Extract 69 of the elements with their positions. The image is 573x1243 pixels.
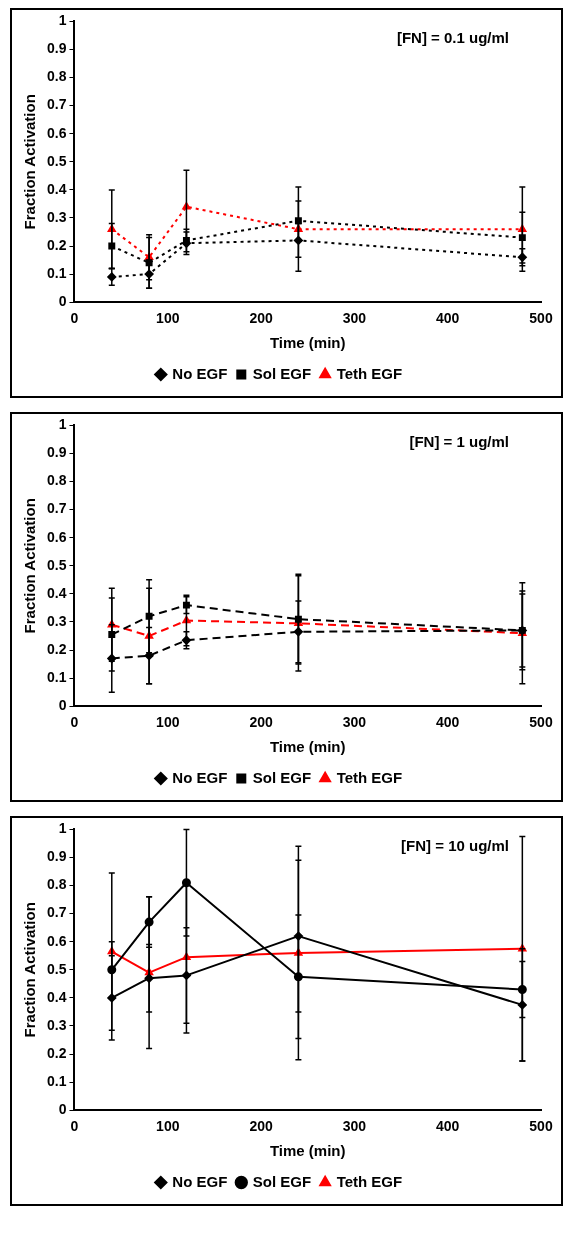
y-axis-title: Fraction Activation xyxy=(21,94,39,230)
x-tick-label: 400 xyxy=(436,1118,460,1135)
y-tick-label: 0 xyxy=(58,1101,67,1118)
y-tick-label: 0.9 xyxy=(46,444,67,461)
y-tick-label: 1 xyxy=(58,12,67,29)
x-tick-label: 200 xyxy=(249,1118,273,1135)
y-tick-label: 0.4 xyxy=(46,584,67,601)
y-tick-label: 0.2 xyxy=(46,1044,67,1061)
y-tick-label: 0.8 xyxy=(46,876,67,893)
legend-label: No EGF xyxy=(172,768,228,786)
y-tick-label: 0.1 xyxy=(46,668,67,685)
y-tick-label: 1 xyxy=(58,820,67,837)
y-tick-label: 0.8 xyxy=(46,68,67,85)
y-tick-label: 0.8 xyxy=(46,472,67,489)
y-tick-label: 0.7 xyxy=(46,904,67,921)
x-tick-label: 0 xyxy=(70,714,79,731)
x-tick-label: 400 xyxy=(436,714,460,731)
y-axis-title: Fraction Activation xyxy=(21,902,39,1038)
y-tick-label: 0.7 xyxy=(46,96,67,113)
annotation: [FN] = 0.1 ug/ml xyxy=(396,29,509,47)
y-tick-label: 0.9 xyxy=(46,40,67,57)
y-tick-label: 0.5 xyxy=(46,152,67,169)
x-tick-label: 200 xyxy=(249,310,273,327)
y-axis-title: Fraction Activation xyxy=(21,498,39,634)
x-tick-label: 100 xyxy=(156,714,180,731)
y-tick-label: 0 xyxy=(58,697,67,714)
legend-label: Teth EGF xyxy=(336,364,403,382)
y-tick-label: 0.3 xyxy=(46,208,67,225)
y-tick-label: 0.3 xyxy=(46,1016,67,1033)
legend-label: Teth EGF xyxy=(336,768,403,786)
x-tick-label: 500 xyxy=(529,310,553,327)
x-tick-label: 400 xyxy=(436,310,460,327)
y-tick-label: 1 xyxy=(58,416,67,433)
y-tick-label: 0.5 xyxy=(46,556,67,573)
y-tick-label: 0.2 xyxy=(46,236,67,253)
legend-label: Sol EGF xyxy=(252,364,312,382)
legend-label: Teth EGF xyxy=(336,1172,403,1190)
annotation: [FN] = 10 ug/ml xyxy=(401,837,509,855)
x-tick-label: 300 xyxy=(342,1118,367,1135)
x-tick-label: 100 xyxy=(156,310,180,327)
x-axis-title: Time (min) xyxy=(269,738,346,756)
x-tick-label: 300 xyxy=(342,714,367,731)
x-tick-label: 300 xyxy=(342,310,367,327)
y-tick-label: 0.6 xyxy=(46,124,67,141)
y-tick-label: 0.1 xyxy=(46,1072,67,1089)
x-tick-label: 100 xyxy=(156,1118,180,1135)
x-tick-label: 0 xyxy=(70,310,79,327)
y-tick-label: 0.1 xyxy=(46,264,67,281)
x-axis-title: Time (min) xyxy=(269,334,346,352)
x-tick-label: 500 xyxy=(529,714,553,731)
y-tick-label: 0.2 xyxy=(46,640,67,657)
y-tick-label: 0.4 xyxy=(46,180,67,197)
y-tick-label: 0.6 xyxy=(46,932,67,949)
y-tick-label: 0.4 xyxy=(46,988,67,1005)
y-tick-label: 0.6 xyxy=(46,528,67,545)
y-tick-label: 0.7 xyxy=(46,500,67,517)
x-tick-label: 500 xyxy=(529,1118,553,1135)
annotation: [FN] = 1 ug/ml xyxy=(409,433,509,451)
x-tick-label: 0 xyxy=(70,1118,79,1135)
legend-label: Sol EGF xyxy=(252,768,312,786)
y-tick-label: 0.3 xyxy=(46,612,67,629)
x-axis-title: Time (min) xyxy=(269,1142,346,1160)
legend-label: No EGF xyxy=(172,364,228,382)
y-tick-label: 0.9 xyxy=(46,848,67,865)
y-tick-label: 0 xyxy=(58,293,67,310)
legend-label: No EGF xyxy=(172,1172,228,1190)
legend-label: Sol EGF xyxy=(252,1172,312,1190)
x-tick-label: 200 xyxy=(249,714,273,731)
y-tick-label: 0.5 xyxy=(46,960,67,977)
